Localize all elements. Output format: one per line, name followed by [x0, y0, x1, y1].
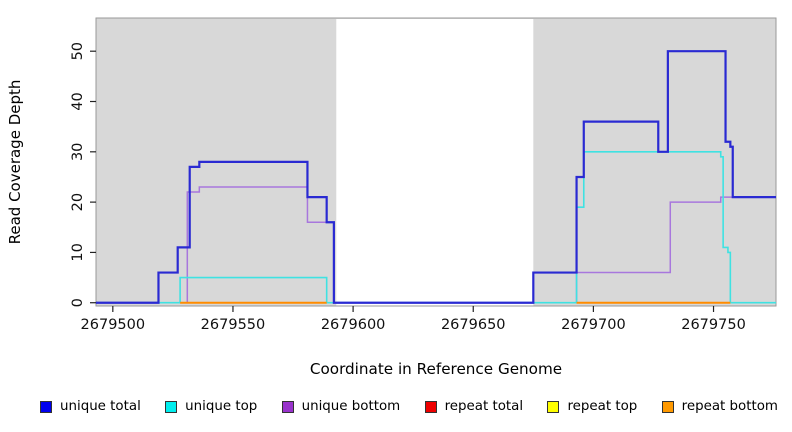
x-tick-label: 2679600 — [321, 317, 386, 333]
legend-label: repeat total — [444, 399, 524, 414]
legend-item-repeat-bottom: repeat bottom — [661, 399, 778, 414]
legend-label: unique bottom — [301, 399, 401, 414]
y-tick-label: 50 — [70, 42, 86, 60]
y-axis-title: Read Coverage Depth — [6, 79, 24, 245]
legend-swatch-repeat-bottom — [661, 400, 674, 413]
legend-item-repeat-top: repeat top — [547, 399, 637, 414]
y-tick-label: 0 — [70, 298, 86, 307]
y-tick-label: 30 — [70, 143, 86, 161]
legend-item-unique-total: unique total — [40, 399, 141, 414]
coverage-gap-region — [336, 19, 534, 306]
legend-swatch-unique-total — [40, 400, 52, 413]
x-axis-title: Coordinate in Reference Genome — [309, 360, 563, 378]
legend-swatch-unique-bottom — [281, 400, 294, 413]
y-tick-label: 20 — [70, 193, 86, 211]
legend-item-unique-bottom: unique bottom — [281, 399, 401, 414]
x-tick-label: 2679750 — [681, 317, 746, 333]
series-line-unique-total — [96, 50, 776, 304]
y-tick-label: 10 — [70, 243, 86, 261]
legend-item-repeat-total: repeat total — [424, 399, 524, 414]
legend-label: unique top — [185, 399, 258, 414]
x-tick-label: 2679550 — [201, 317, 266, 333]
x-tick-label: 2679650 — [441, 317, 506, 333]
legend-swatch-repeat-top — [547, 400, 560, 413]
series-line-unique-top — [96, 151, 776, 304]
x-tick-label: 2679500 — [81, 317, 146, 333]
x-tick-label: 2679700 — [561, 317, 626, 333]
legend-label: repeat bottom — [681, 399, 778, 414]
legend-swatch-unique-top — [165, 400, 178, 413]
legend: unique total unique top unique bottom repea… — [40, 399, 778, 414]
plot-canvas: 2679500 2679550 2679600 2679650 2679700 26797… — [70, 17, 777, 333]
legend-item-unique-top: unique top — [165, 399, 257, 414]
legend-label: unique total — [60, 399, 141, 414]
y-tick-label: 40 — [70, 92, 86, 110]
legend-label: repeat top — [567, 399, 638, 414]
legend-swatch-repeat-total — [424, 400, 437, 413]
plot-border — [95, 17, 777, 307]
